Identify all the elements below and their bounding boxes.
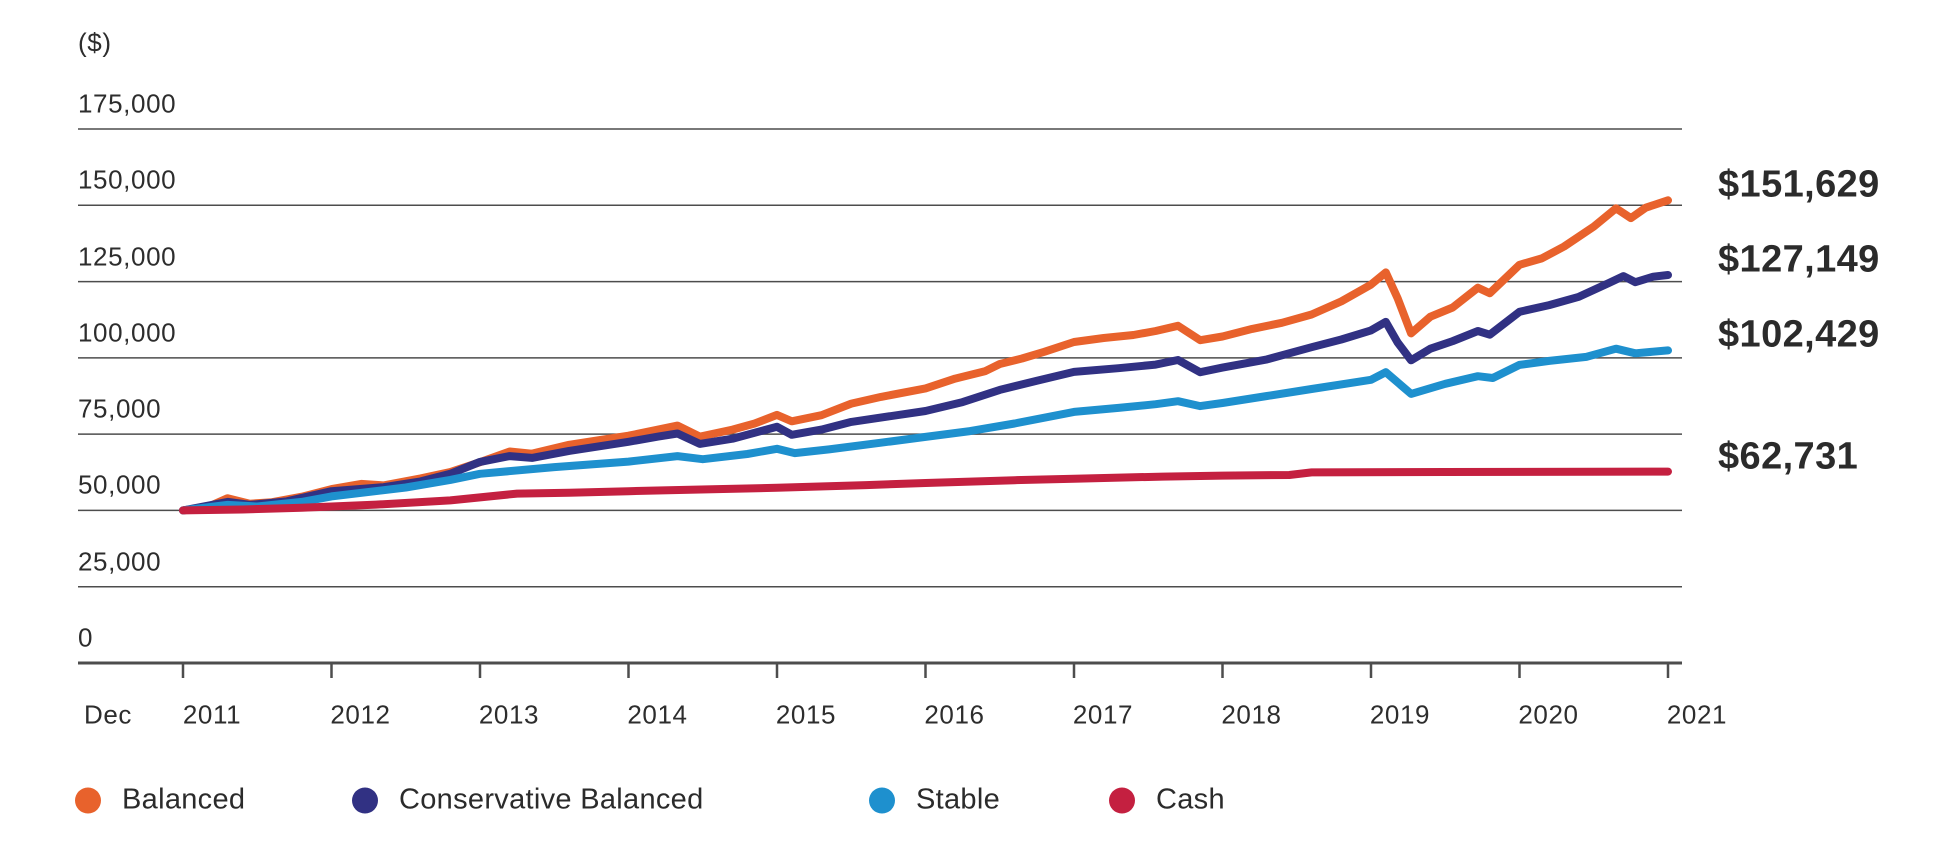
- x-axis-label-2018: 2018: [1221, 699, 1282, 730]
- legend-item-balanced: Balanced: [75, 784, 245, 817]
- x-axis-start-label: Dec: [83, 699, 133, 730]
- legend-label: Conservative Balanced: [399, 783, 704, 816]
- y-axis-label-150000: 150,000: [78, 164, 177, 195]
- series-line-balanced: [179, 196, 1672, 515]
- legend-dot-icon: [1109, 787, 1135, 813]
- legend-item-conservative-balanced: Conservative Balanced: [352, 784, 704, 817]
- series-line-cash: [179, 467, 1672, 515]
- x-axis-label-2021: 2021: [1666, 699, 1728, 730]
- legend-dot-icon: [352, 787, 378, 813]
- x-axis-label-2012: 2012: [330, 699, 391, 730]
- y-axis-label-0: 0: [78, 622, 94, 653]
- x-axis-label-2014: 2014: [627, 699, 688, 730]
- y-axis-label-50000: 50,000: [78, 469, 162, 500]
- legend-label: Balanced: [122, 783, 246, 816]
- y-axis-label-175000: 175,000: [78, 88, 177, 119]
- y-axis-label-125000: 125,000: [78, 241, 177, 272]
- y-axis-unit-label: ($): [78, 27, 112, 58]
- legend-label: Stable: [916, 783, 1001, 816]
- legend-dot-icon: [869, 787, 895, 813]
- x-axis-label-2020: 2020: [1518, 699, 1579, 730]
- end-value-label-cash: $62,731: [1718, 435, 1859, 478]
- x-axis-label-2016: 2016: [924, 699, 985, 730]
- x-axis-label-2017: 2017: [1072, 699, 1134, 730]
- x-axis-label-2019: 2019: [1369, 699, 1431, 730]
- x-axis-label-2015: 2015: [775, 699, 837, 730]
- series-line-conservative-balanced: [179, 271, 1672, 515]
- x-axis-label-2011: 2011: [182, 699, 242, 730]
- legend-dot-icon: [75, 787, 101, 813]
- end-value-label-balanced: $151,629: [1718, 163, 1880, 206]
- y-axis-label-100000: 100,000: [78, 317, 177, 348]
- x-axis-label-2013: 2013: [478, 699, 540, 730]
- legend-label: Cash: [1156, 783, 1225, 816]
- legend-item-stable: Stable: [869, 784, 1000, 817]
- legend-item-cash: Cash: [1109, 784, 1225, 817]
- y-axis-label-75000: 75,000: [78, 393, 162, 424]
- series-line-stable: [179, 344, 1672, 515]
- end-value-label-stable: $102,429: [1718, 313, 1880, 356]
- y-axis-label-25000: 25,000: [78, 546, 162, 577]
- end-value-label-conservative-balanced: $127,149: [1718, 238, 1880, 281]
